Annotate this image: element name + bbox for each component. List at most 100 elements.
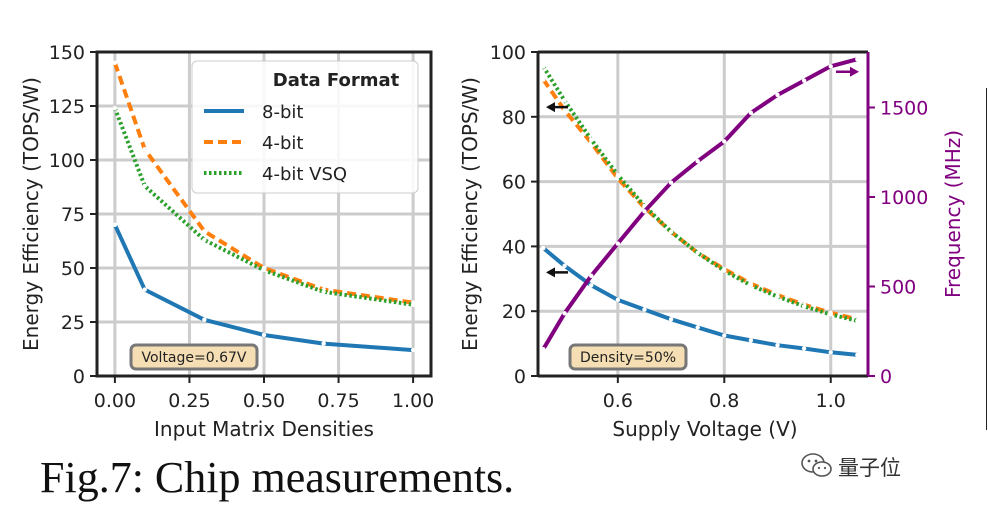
- y2-tick-label: 1500: [880, 97, 928, 119]
- data-point-4-bit: [541, 77, 546, 82]
- data-point-frequency: [695, 158, 700, 164]
- left-plot-lines: [112, 60, 416, 353]
- legend-items: 8-bit 4-bit 4-bit VSQ: [204, 102, 347, 185]
- x-tick-label: 1.00: [392, 390, 434, 412]
- y-tick-label: 125: [49, 96, 85, 118]
- data-point-4-bit-vsq: [668, 229, 674, 235]
- data-point-frequency: [748, 110, 754, 116]
- data-point-8-bit: [202, 317, 207, 323]
- wechat-icon: [801, 453, 832, 477]
- right-x-ticks: 0.6 0.8 1.0: [603, 376, 846, 412]
- data-point-8-bit: [668, 317, 674, 322]
- right-plot-lines: [541, 56, 860, 358]
- y2-tick-label: 1000: [880, 187, 928, 209]
- data-point-8-bit: [855, 352, 860, 358]
- data-point-4-bit: [112, 60, 118, 65]
- data-point-4-bit: [562, 108, 567, 113]
- data-point-4-bit-vsq: [202, 237, 207, 243]
- data-point-4-bit: [202, 229, 207, 234]
- data-point-4-bit-vsq: [142, 183, 147, 189]
- left-y-label: Energy Efficiency (TOPS/W): [19, 77, 43, 351]
- axis-arrows: [546, 66, 859, 278]
- annotation-box: [129, 343, 259, 371]
- y-tick-label: 60: [502, 172, 526, 194]
- right-y2-label: Frequency (MHz): [941, 130, 965, 298]
- data-point-4-bit-vsq: [695, 250, 700, 256]
- data-point-frequency: [775, 92, 780, 98]
- page-divider: [986, 88, 987, 430]
- y-tick-label: 0: [514, 366, 526, 388]
- y-tick-label: 100: [490, 42, 526, 64]
- watermark-text: 量子位: [838, 456, 901, 480]
- left-annotation: Voltage=0.67V: [129, 343, 259, 371]
- data-point-8-bit: [261, 332, 267, 338]
- data-point-4-bit-vsq: [722, 268, 727, 273]
- y-tick-label: 25: [61, 312, 85, 334]
- data-point-frequency: [642, 209, 647, 214]
- data-point-frequency: [828, 64, 833, 69]
- data-point-8-bit: [722, 333, 727, 338]
- y-tick-label: 150: [49, 42, 85, 64]
- x-tick-label: 0.25: [168, 390, 210, 412]
- data-point-8-bit: [695, 325, 700, 330]
- chart-left: 0.00 0.25 0.50 0.75 1.00 0 25 50 75 100 125 150 In…: [19, 42, 434, 441]
- annotation-text: Voltage=0.67V: [142, 350, 247, 366]
- series-line-4-bit-vsq: [113, 107, 414, 307]
- data-point-frequency: [801, 78, 807, 83]
- data-point-4-bit-vsq: [642, 203, 647, 209]
- data-point-8-bit: [410, 347, 416, 353]
- data-point-4-bit-vsq: [775, 294, 780, 299]
- right-y2-ticks: 0 500 1000 1500: [868, 97, 928, 388]
- data-point-8-bit: [541, 245, 546, 251]
- data-point-4-bit-vsq: [321, 289, 326, 294]
- data-point-4-bit-vsq: [615, 172, 621, 178]
- x-tick-label: 0.8: [709, 390, 739, 412]
- legend-label: 8-bit: [262, 102, 303, 123]
- x-tick-label: 0.50: [243, 390, 285, 412]
- series-line-8-bit: [113, 223, 414, 353]
- y-tick-label: 50: [61, 258, 85, 280]
- left-x-label: Input Matrix Densities: [154, 417, 374, 441]
- data-point-4-bit-vsq: [562, 98, 567, 103]
- right-x-label: Supply Voltage (V): [612, 417, 797, 441]
- left-axis-arrow-head: [546, 267, 555, 278]
- y-tick-label: 80: [502, 107, 526, 129]
- figure-caption: Fig.7: Chip measurements.: [40, 453, 515, 502]
- data-point-frequency: [722, 139, 727, 144]
- chart-right: 0.6 0.8 1.0 0 20 40 60 80 100 0 500 1000 1500 Supp…: [458, 42, 965, 441]
- left-axis-arrow-head: [546, 102, 555, 113]
- data-point-4-bit-vsq: [541, 64, 546, 69]
- data-point-8-bit: [748, 338, 754, 343]
- left-y-ticks: 0 25 50 75 100 125 150: [49, 42, 97, 388]
- data-point-frequency: [615, 241, 621, 246]
- legend-label: 4-bit VSQ: [262, 164, 347, 185]
- x-tick-label: 1.0: [816, 390, 846, 412]
- annotation-text-right: Density=50%: [580, 350, 676, 366]
- data-point-8-bit: [321, 341, 326, 346]
- legend-title: Data Format: [273, 70, 400, 91]
- data-point-frequency: [668, 180, 674, 185]
- right-annotation: Density=50%: [568, 343, 688, 371]
- data-point-4-bit-vsq: [112, 105, 118, 111]
- data-point-8-bit: [142, 287, 147, 292]
- data-point-4-bit-vsq: [410, 302, 416, 307]
- data-point-8-bit: [775, 343, 780, 348]
- legend-box: [191, 60, 419, 194]
- data-point-8-bit: [801, 346, 807, 351]
- data-point-frequency: [589, 273, 594, 278]
- data-point-frequency: [541, 346, 546, 352]
- y2-tick-label: 0: [880, 366, 892, 388]
- data-point-4-bit-vsq: [261, 267, 267, 273]
- x-tick-label: 0.75: [317, 390, 359, 412]
- data-point-4-bit-vsq: [801, 304, 807, 309]
- data-point-4-bit: [142, 147, 147, 152]
- data-point-8-bit: [828, 350, 833, 355]
- data-point-4-bit-vsq: [748, 283, 754, 288]
- data-point-frequency: [562, 311, 567, 316]
- y-tick-label: 75: [61, 204, 85, 226]
- left-x-ticks: 0.00 0.25 0.50 0.75 1.00: [94, 376, 434, 412]
- data-point-8-bit: [112, 222, 118, 227]
- data-point-8-bit: [615, 297, 621, 303]
- right-y-label: Energy Efficiency (TOPS/W): [458, 77, 482, 351]
